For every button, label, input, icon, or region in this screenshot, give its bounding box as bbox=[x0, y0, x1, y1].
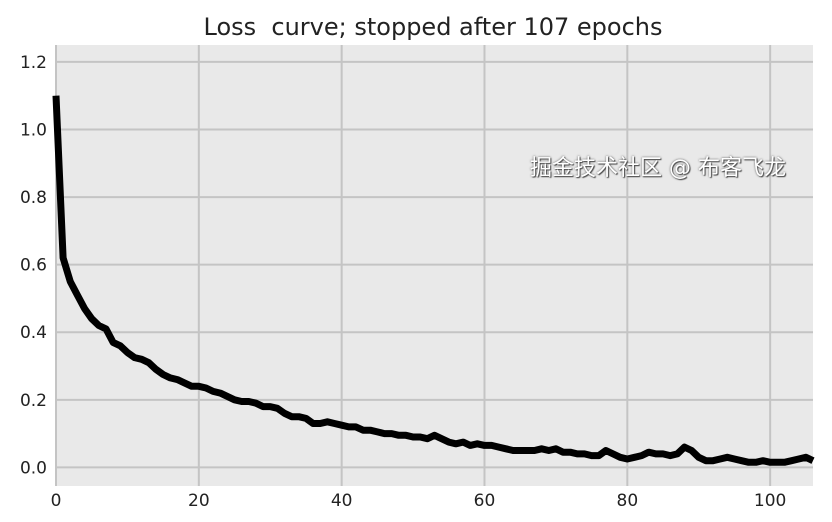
y-tick-label: 1.2 bbox=[20, 53, 47, 73]
tick-labels: 0 20 40 60 80 100 0.0 0.2 0.4 0.6 0.8 1.0 1.2 bbox=[20, 53, 786, 511]
watermark: 掘金技术社区 @ 布客飞龙 bbox=[530, 156, 786, 181]
x-tick-label: 100 bbox=[754, 491, 786, 511]
y-tick-label: 0.8 bbox=[20, 188, 47, 208]
loss-line bbox=[52, 95, 815, 466]
y-tick-label: 0.2 bbox=[20, 391, 47, 411]
x-tick-label: 60 bbox=[474, 491, 496, 511]
y-tick-label: 0.6 bbox=[20, 256, 47, 276]
x-tick-label: 40 bbox=[331, 491, 353, 511]
chart-title: Loss curve; stopped after 107 epochs bbox=[204, 13, 663, 41]
y-tick-label: 0.4 bbox=[20, 323, 47, 343]
grid bbox=[55, 45, 813, 486]
x-tick-label: 80 bbox=[617, 491, 639, 511]
y-tick-label: 1.0 bbox=[20, 120, 47, 140]
y-tick-label: 0.0 bbox=[20, 458, 47, 478]
x-tick-label: 20 bbox=[188, 491, 210, 511]
x-tick-label: 0 bbox=[51, 491, 62, 511]
